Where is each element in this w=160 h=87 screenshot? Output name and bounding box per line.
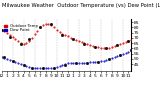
Text: Milwaukee Weather  Outdoor Temperature (vs) Dew Point (Last 24 Hours): Milwaukee Weather Outdoor Temperature (v… xyxy=(2,3,160,8)
Legend: Outdoor Temp, Dew Point: Outdoor Temp, Dew Point xyxy=(4,24,39,33)
